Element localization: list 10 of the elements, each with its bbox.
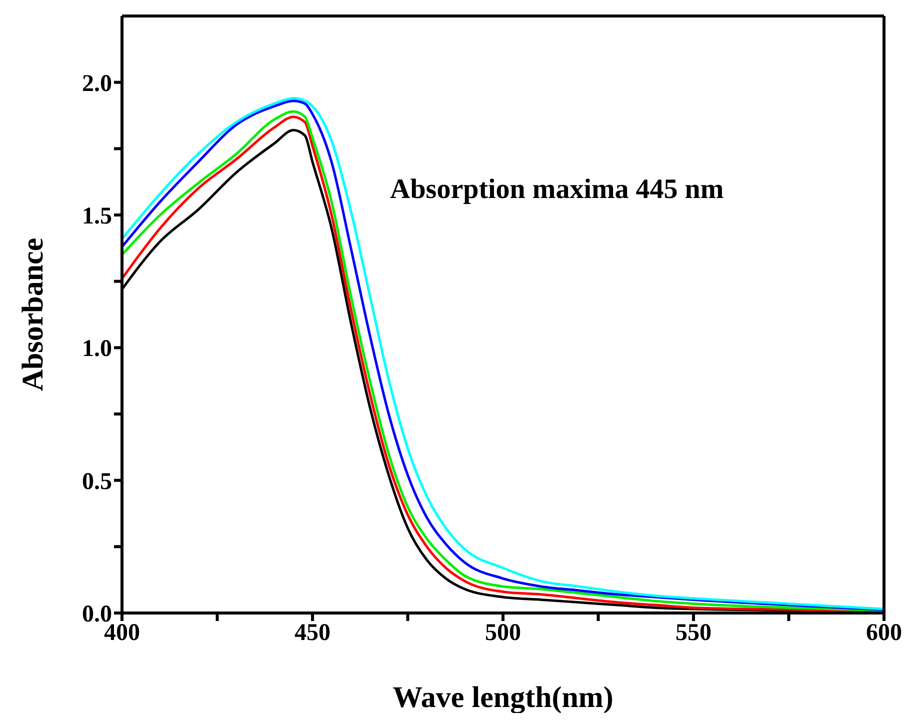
y-tick-label: 1.0 <box>82 336 112 362</box>
y-axis-title: Absorbance <box>16 238 50 392</box>
y-tick-label: 0.5 <box>82 468 112 495</box>
x-tick-label: 550 <box>676 620 712 646</box>
y-tick-label: 2.0 <box>82 70 112 97</box>
x-tick-label: 450 <box>294 620 330 646</box>
y-tick-label: 1.5 <box>82 204 112 230</box>
x-tick-label: 600 <box>866 620 902 646</box>
x-tick-label: 500 <box>485 620 521 646</box>
annotation: Absorption maxima 445 nm <box>390 174 724 206</box>
